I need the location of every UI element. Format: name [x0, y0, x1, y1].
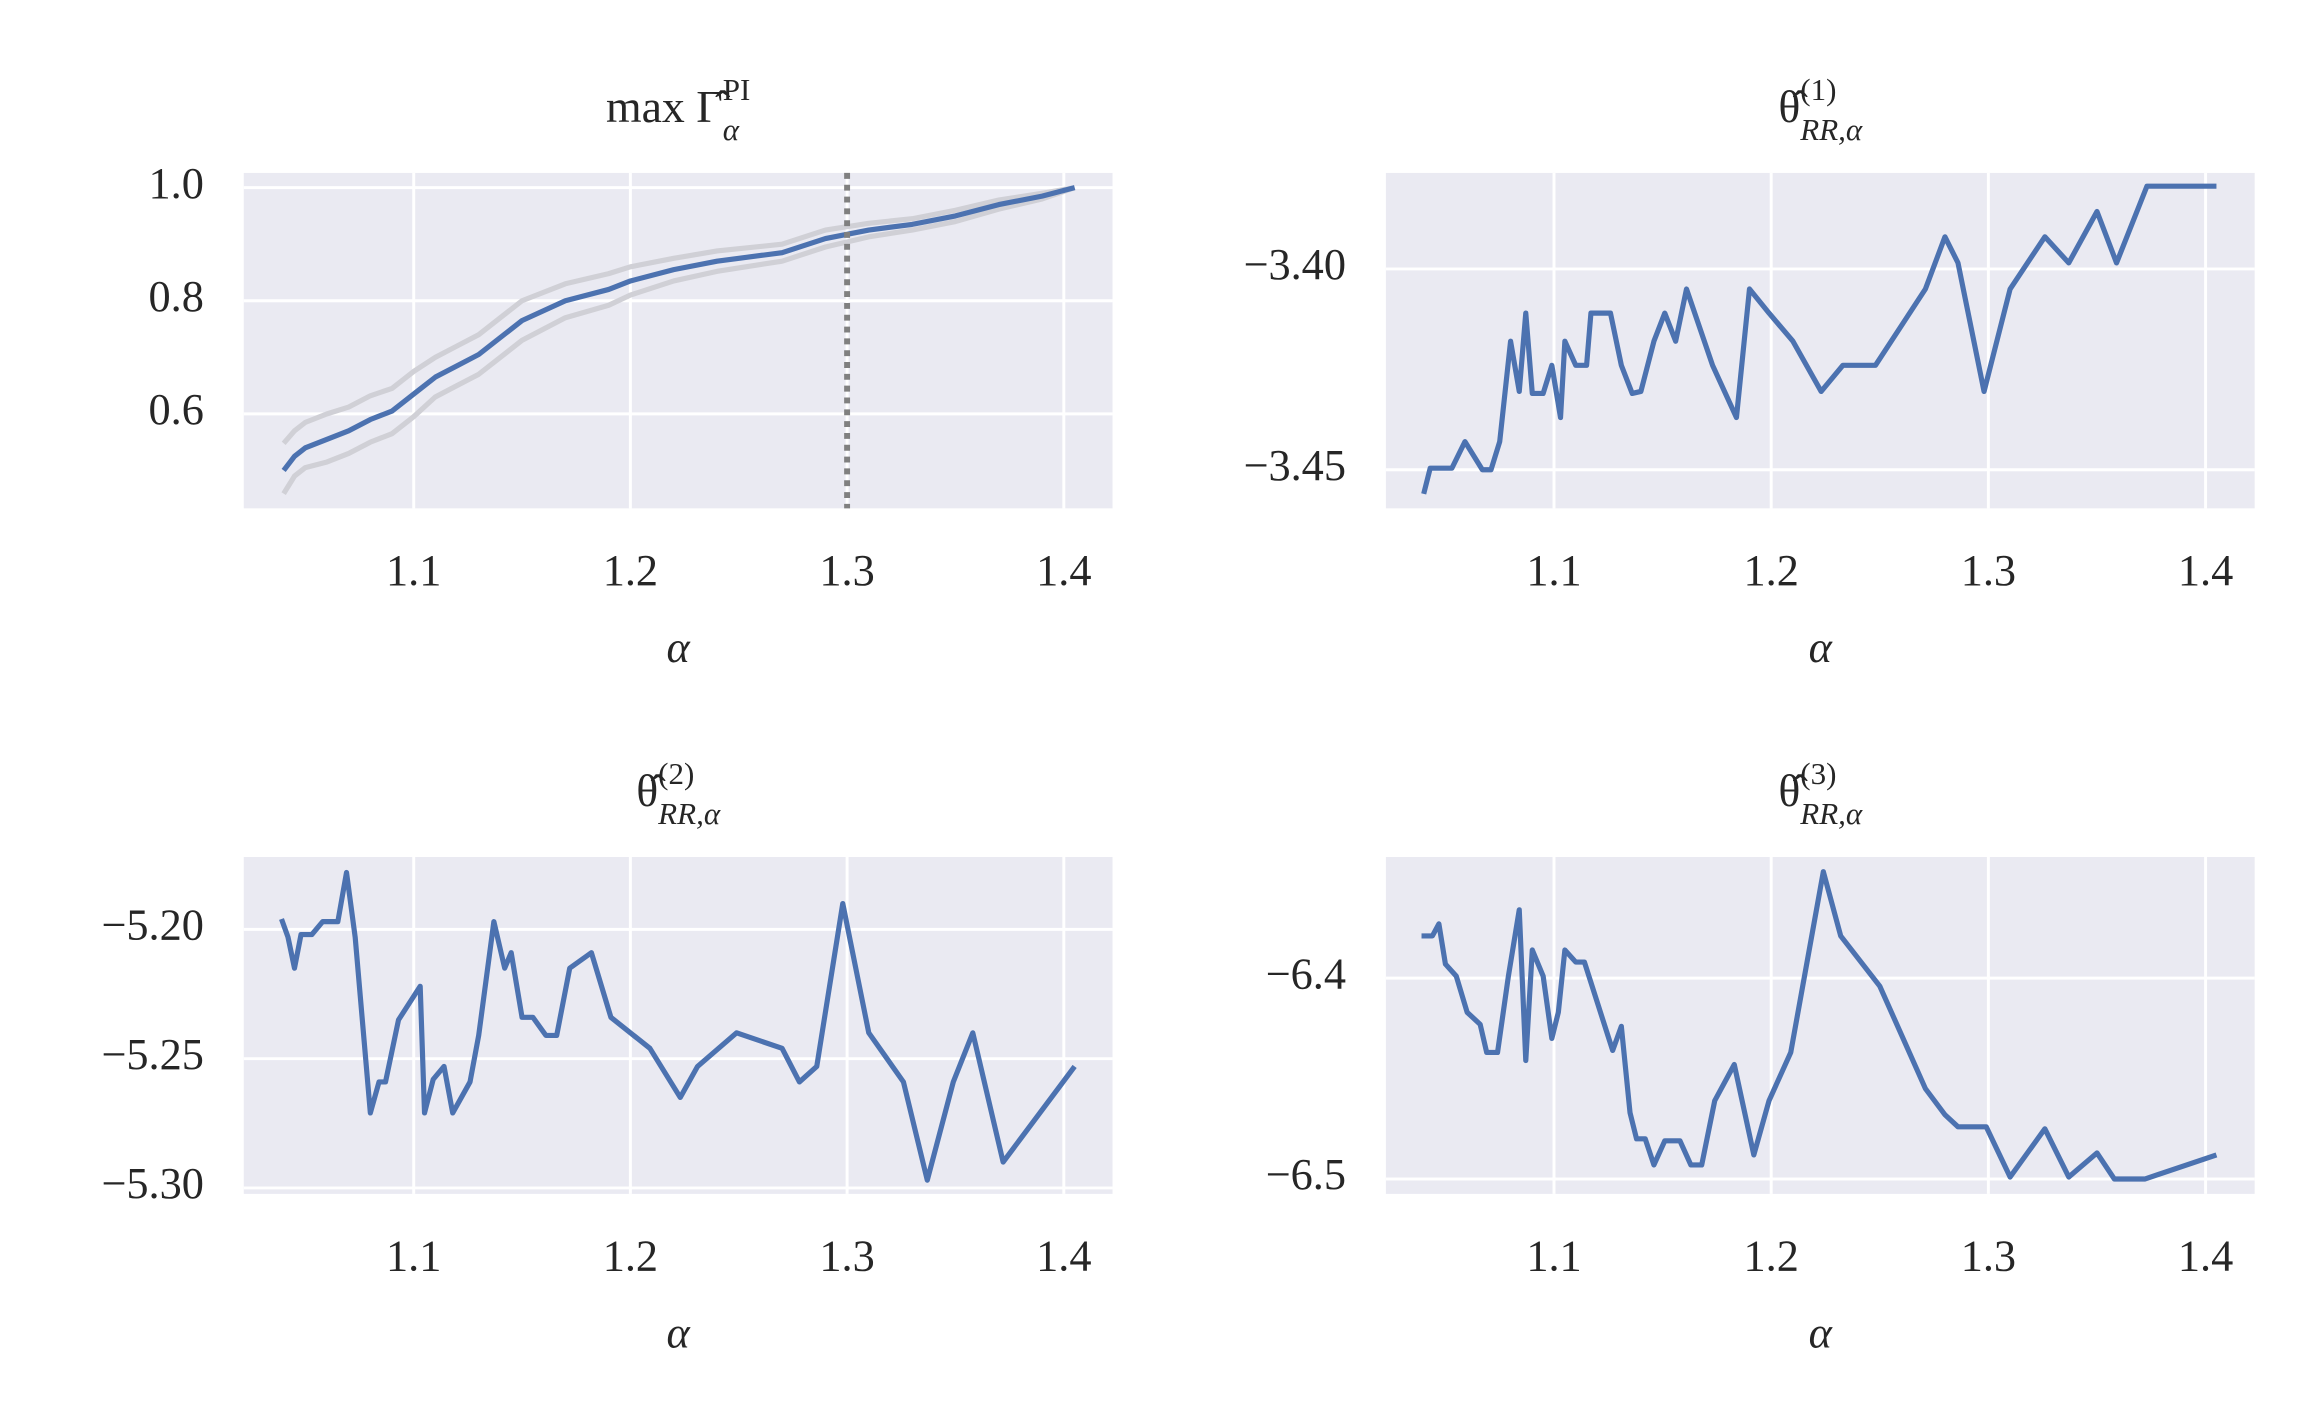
x-tick-label: 1.2 — [603, 546, 658, 595]
title-sup: (3) — [1800, 756, 1836, 791]
x-tick-label: 1.3 — [819, 546, 874, 595]
subplot-title: θ̂(2) RR,α — [636, 756, 721, 831]
series-line — [1421, 183, 2217, 495]
x-tick-label: 1.3 — [1961, 546, 2016, 595]
subplot-title: θ̂(1) RR,α — [1778, 72, 1863, 147]
x-axis-label: α — [1809, 1308, 1833, 1357]
x-tick-label: 1.3 — [1961, 1232, 2016, 1281]
title-sub: RR,α — [657, 796, 721, 831]
subplot-title: θ̂(3) RR,α — [1778, 756, 1863, 831]
series-line — [279, 869, 1077, 1183]
title-sub: RR,α — [1799, 112, 1863, 147]
x-tick-label: 1.2 — [1744, 1232, 1799, 1281]
title-sup: (1) — [1800, 72, 1836, 107]
x-axis-label: α — [667, 623, 691, 672]
series-line — [281, 185, 1076, 445]
y-tick-label: −6.4 — [1266, 949, 1346, 998]
y-tick-label: −6.5 — [1266, 1150, 1346, 1199]
x-tick-label: 1.4 — [2178, 546, 2233, 595]
series-line — [281, 185, 1076, 495]
x-tick-label: 1.1 — [386, 1232, 441, 1281]
title-sup: PI — [723, 72, 751, 107]
series-line — [281, 185, 1076, 472]
x-axis-label: α — [667, 1308, 691, 1357]
plot-area — [1385, 857, 2255, 1194]
y-tick-label: 1.0 — [149, 159, 204, 208]
plot-area — [1385, 172, 2255, 509]
x-tick-label: 1.3 — [819, 1232, 874, 1281]
title-sub: α — [723, 112, 740, 147]
x-tick-label: 1.2 — [603, 1232, 658, 1281]
y-tick-label: 0.8 — [149, 272, 204, 321]
title-base: max Γ̂ — [606, 80, 731, 131]
plot-area — [243, 857, 1113, 1194]
plot-area — [243, 172, 1113, 509]
y-tick-label: −3.40 — [1243, 240, 1346, 289]
x-tick-label: 1.1 — [386, 546, 441, 595]
x-tick-label: 1.1 — [1526, 1232, 1581, 1281]
title-sub: RR,α — [1799, 796, 1863, 831]
y-tick-label: −5.25 — [101, 1030, 204, 1079]
x-tick-label: 1.4 — [1036, 546, 1091, 595]
x-axis-label: α — [1809, 623, 1833, 672]
subplot-title: max Γ̂PI α — [606, 72, 750, 147]
x-tick-label: 1.1 — [1526, 546, 1581, 595]
y-tick-label: −3.45 — [1243, 441, 1346, 490]
x-tick-label: 1.2 — [1744, 546, 1799, 595]
title-sup: (2) — [658, 756, 694, 791]
x-tick-label: 1.4 — [1036, 1232, 1091, 1281]
series-line — [1421, 869, 2218, 1182]
y-tick-label: 0.6 — [149, 385, 204, 434]
y-tick-label: −5.30 — [101, 1159, 204, 1208]
x-tick-label: 1.4 — [2178, 1232, 2233, 1281]
y-tick-label: −5.20 — [101, 901, 204, 950]
